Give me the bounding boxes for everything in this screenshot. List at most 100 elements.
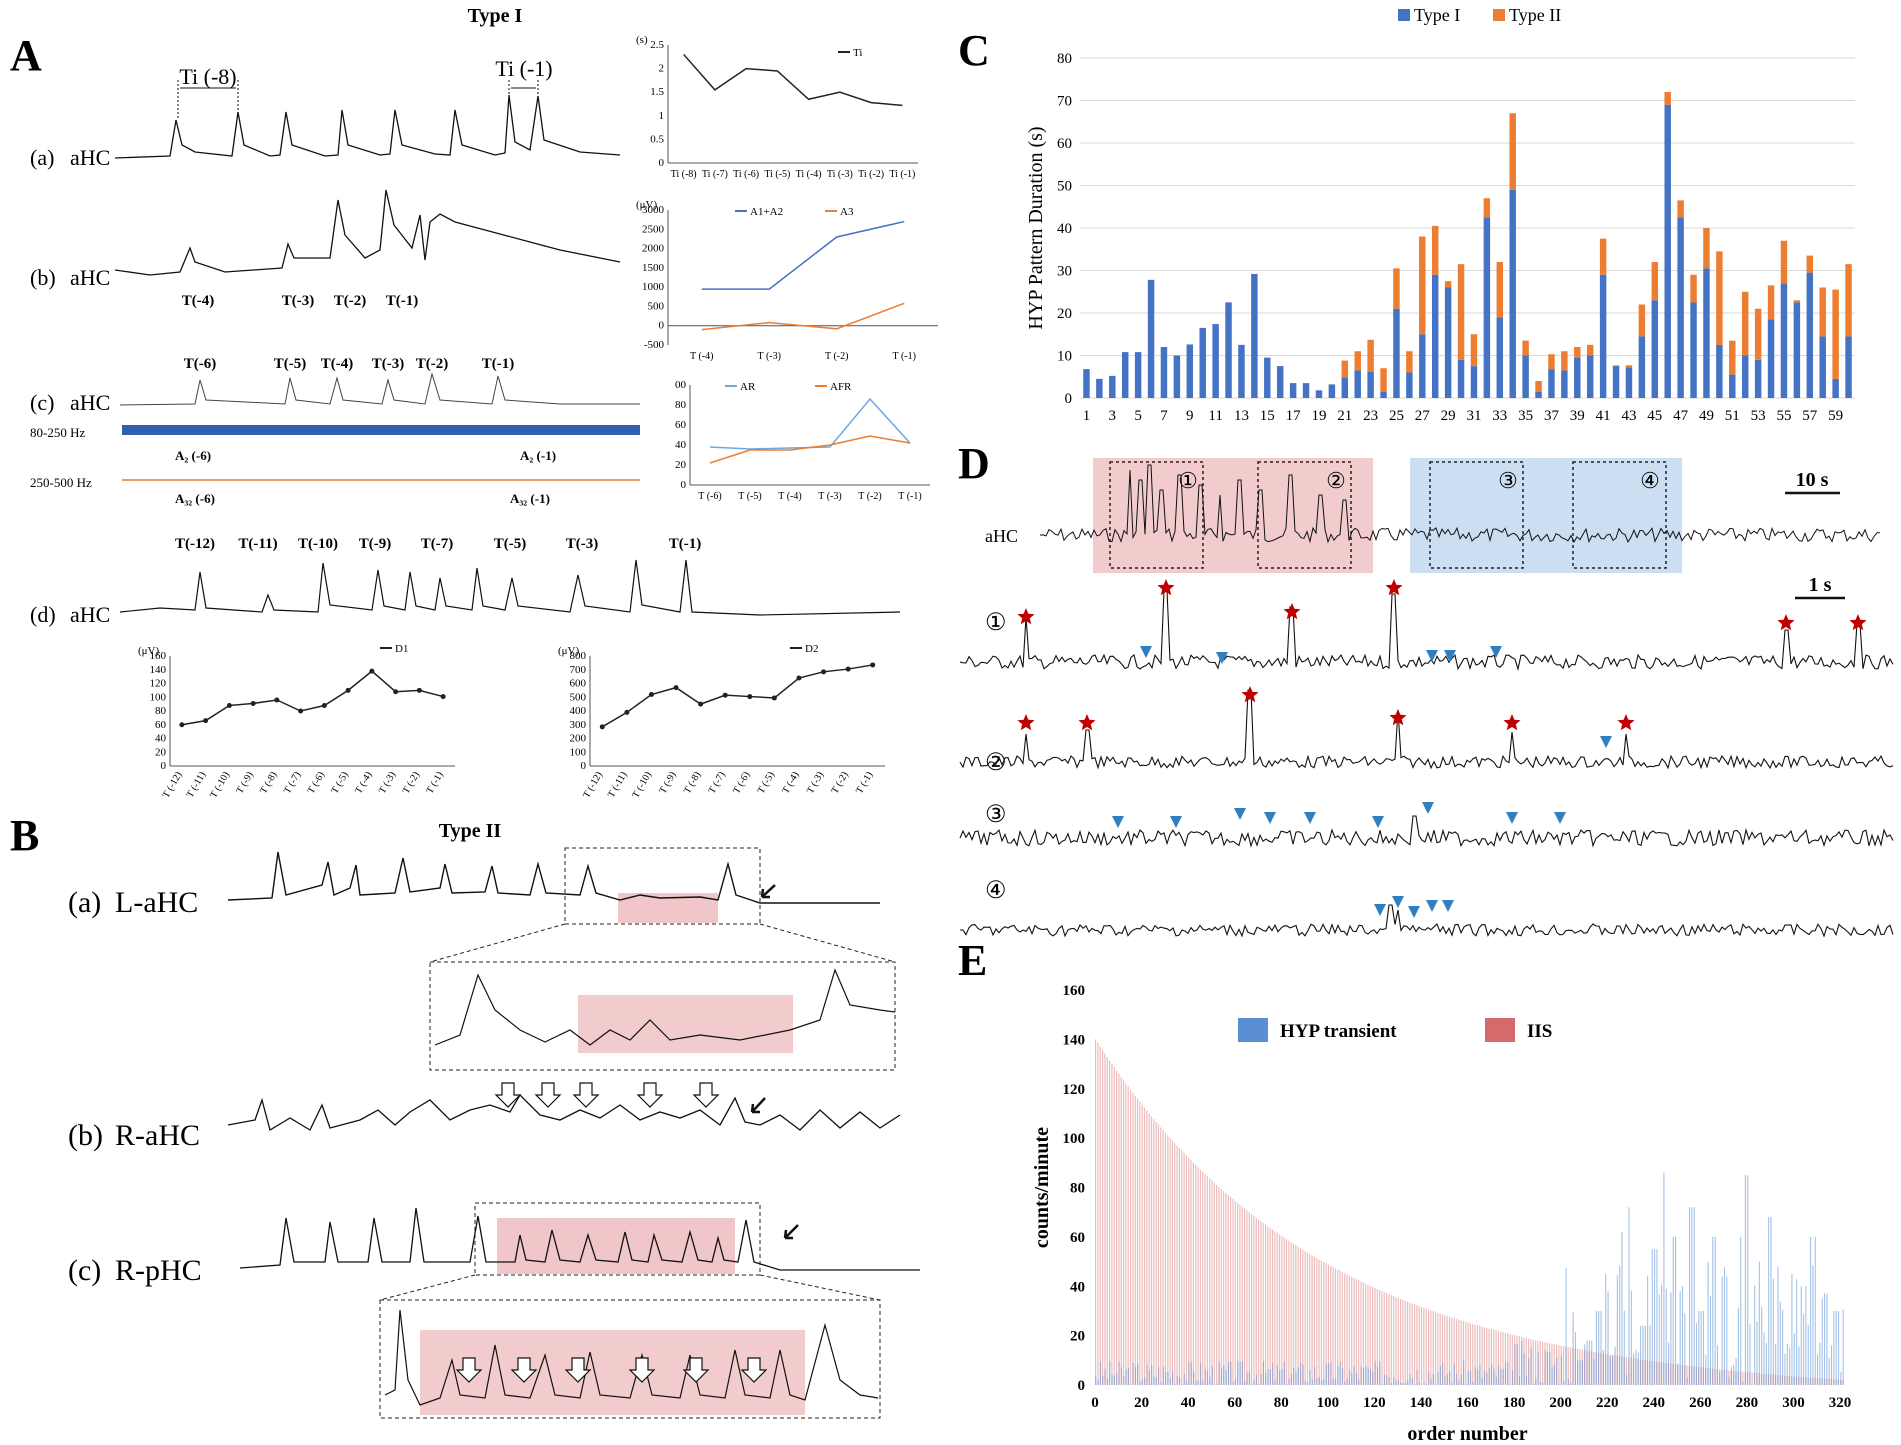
bar-type-i (1393, 308, 1400, 398)
bar-iis (1402, 1299, 1404, 1385)
bar-hyp-transient (1125, 1369, 1127, 1385)
x-tick-label: T (-6) (731, 770, 752, 796)
bar-hyp-transient (1716, 1344, 1719, 1385)
triangle-icon (1392, 896, 1404, 908)
bar-hyp-transient (1172, 1371, 1174, 1385)
bar-type-ii (1535, 381, 1542, 392)
bar-hyp-transient (1134, 1366, 1136, 1385)
b-row-b-channel: R-aHC (115, 1119, 200, 1152)
triangle-icon (1490, 646, 1502, 658)
bar-hyp-transient (1335, 1378, 1337, 1385)
b-a-zoom-detail-box (429, 961, 896, 1071)
bar-iis (1183, 1153, 1185, 1385)
bar-hyp-transient (1791, 1273, 1793, 1385)
bar-hyp-transient (1719, 1372, 1721, 1385)
bar-iis (1185, 1155, 1187, 1385)
bar-hyp-transient (1099, 1361, 1102, 1385)
bar-hyp-transient (1519, 1376, 1521, 1385)
bar-type-i (1690, 302, 1697, 398)
bar-iis (1518, 1336, 1520, 1385)
triangle-icon (1112, 816, 1124, 828)
data-point (274, 697, 280, 703)
b-c-down-arrow-icon (740, 1357, 768, 1383)
bar-hyp-transient (1551, 1367, 1553, 1385)
bar-type-ii (1470, 334, 1478, 367)
bar-hyp-transient (1102, 1375, 1104, 1385)
b-c-down-arrow-icon (510, 1357, 538, 1383)
bar-iis (1458, 1319, 1460, 1385)
bar-hyp-transient (1430, 1378, 1432, 1385)
bar-hyp-transient (1381, 1383, 1383, 1385)
bar-hyp-transient (1286, 1383, 1288, 1385)
bar-type-ii (1664, 92, 1671, 105)
x-tick-label: T (-5) (756, 770, 777, 796)
bar-iis (1285, 1239, 1288, 1385)
bar-hyp-transient (1642, 1325, 1644, 1385)
bar-type-i (1586, 355, 1594, 398)
bar-hyp-transient (1514, 1344, 1516, 1385)
bar-iis (1404, 1300, 1406, 1385)
bar-hyp-transient (1681, 1286, 1684, 1385)
bar-hyp-transient (1395, 1380, 1397, 1385)
bar-hyp-transient (1775, 1344, 1777, 1385)
bar-hyp-transient (1714, 1236, 1716, 1385)
d-markers (1017, 579, 1867, 918)
bar-hyp-transient (1709, 1295, 1712, 1385)
bar-iis (1239, 1204, 1241, 1385)
bar-type-i (1238, 344, 1245, 398)
bar-iis (1255, 1217, 1257, 1385)
bar-hyp-transient (1535, 1378, 1537, 1385)
amp-mark-fr6: A₃₂ (-6) (175, 491, 215, 506)
bar-iis (1276, 1232, 1278, 1385)
series-line-ar (709, 397, 911, 450)
bar-iis (1241, 1206, 1243, 1385)
bar-type-ii (1444, 281, 1452, 288)
bar-hyp-transient (1707, 1262, 1709, 1385)
bar-iis (1153, 1119, 1155, 1385)
bar-hyp-transient (1670, 1292, 1672, 1385)
bar-iis (1104, 1053, 1106, 1385)
bar-iis (1122, 1080, 1125, 1385)
bar-hyp-transient (1165, 1372, 1167, 1385)
bar-iis (1551, 1343, 1553, 1385)
c-mark-1: T(-6) (184, 356, 217, 372)
bar-hyp-transient (1311, 1379, 1313, 1385)
bar-hyp-transient (1146, 1364, 1148, 1385)
d-window-4-box (1572, 461, 1667, 569)
bar-hyp-transient (1351, 1372, 1353, 1385)
d-zoom-trace-1 (959, 589, 1894, 672)
b-a-zoom-line-left (429, 923, 566, 963)
bar-type-i (1599, 274, 1607, 398)
bar-hyp-transient (1744, 1175, 1746, 1385)
bar-hyp-transient (1402, 1382, 1404, 1385)
c-mark-5: T(-2) (416, 356, 449, 372)
y-tick-label: 70 (1057, 94, 1072, 110)
bar-iis (1502, 1332, 1504, 1385)
d-window-1-label: ① (1178, 468, 1198, 493)
bar-type-ii (1832, 289, 1839, 379)
bar-hyp-transient (1737, 1307, 1739, 1385)
b-a-zoom-line-right (759, 923, 896, 963)
bar-hyp-transient (1444, 1376, 1446, 1385)
bar-hyp-transient (1560, 1355, 1563, 1385)
y-tick-label: 2500 (642, 223, 665, 235)
d-mark-1: T(-12) (175, 536, 215, 552)
bar-hyp-transient (1570, 1382, 1572, 1385)
x-tick-label: T (-3) (805, 770, 826, 796)
data-point (648, 692, 654, 697)
bar-hyp-transient (1176, 1375, 1178, 1385)
b-c-zoom-highlight (420, 1330, 805, 1415)
star-icon (1157, 579, 1175, 596)
ti1-label: Ti (-1) (495, 56, 552, 81)
bar-iis (1493, 1329, 1495, 1385)
bar-iis (1134, 1095, 1136, 1385)
d-row-1-label: ① (985, 610, 1007, 636)
bar-hyp-transient (1214, 1384, 1216, 1385)
bar-iis (1281, 1236, 1283, 1385)
bar-iis (1362, 1282, 1364, 1385)
bar-hyp-transient (1223, 1365, 1225, 1385)
bar-iis (1406, 1301, 1409, 1385)
star-icon (1849, 614, 1867, 631)
bar-type-i (1806, 272, 1814, 398)
bar-hyp-transient (1793, 1333, 1795, 1385)
